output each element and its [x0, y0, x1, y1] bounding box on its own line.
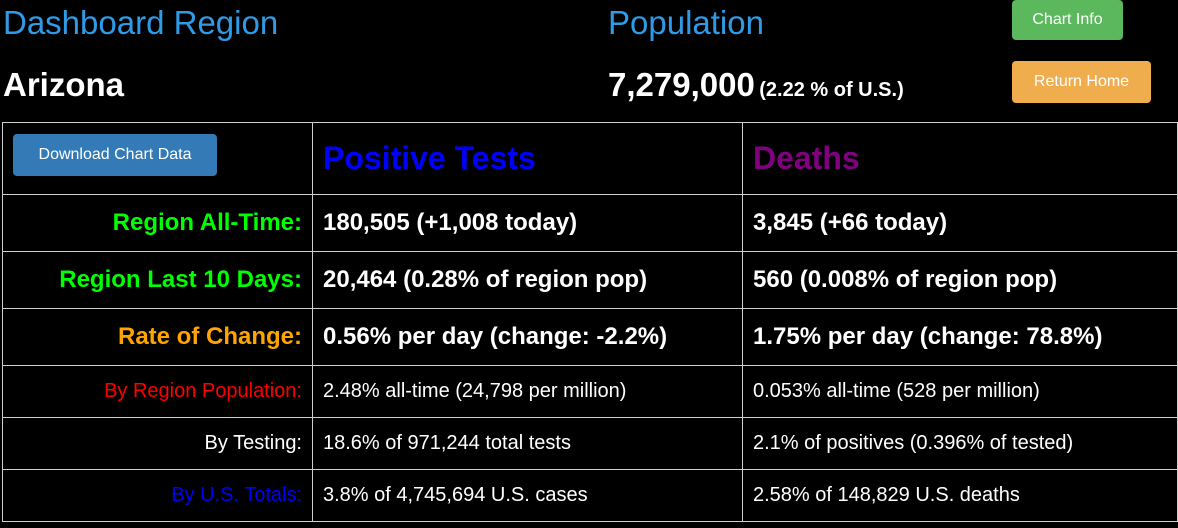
table-row: By Testing: 18.6% of 971,244 total tests…	[2, 417, 1178, 470]
row-label: By U.S. Totals:	[2, 469, 313, 522]
table-row: By Region Population: 2.48% all-time (24…	[2, 365, 1178, 418]
positive-value: 180,505 (+1,008 today)	[312, 194, 743, 252]
region-name: Arizona	[3, 66, 125, 103]
positive-tests-header-cell: Positive Tests	[312, 122, 743, 195]
population-value: 7,279,000 (2.22 % of U.S.)	[608, 68, 904, 101]
positive-value: 2.48% all-time (24,798 per million)	[312, 365, 743, 418]
download-chart-data-button[interactable]: Download Chart Data	[13, 134, 217, 176]
dashboard-region-label: Dashboard Region	[3, 4, 279, 41]
row-label: Region All-Time:	[2, 194, 313, 252]
table-row: By U.S. Totals: 3.8% of 4,745,694 U.S. c…	[2, 469, 1178, 522]
table-row: Region Last 10 Days: 20,464 (0.28% of re…	[2, 251, 1178, 309]
table-row: Rate of Change: 0.56% per day (change: -…	[2, 308, 1178, 366]
deaths-value: 2.1% of positives (0.396% of tested)	[742, 417, 1178, 470]
positive-value: 18.6% of 971,244 total tests	[312, 417, 743, 470]
deaths-header: Deaths	[753, 140, 860, 176]
stats-table: Positive Tests Deaths Region All-Time: 1…	[2, 122, 1178, 522]
population-label: Population	[608, 4, 764, 41]
positive-tests-header: Positive Tests	[323, 140, 536, 176]
deaths-value: 3,845 (+66 today)	[742, 194, 1178, 252]
deaths-value: 1.75% per day (change: 78.8%)	[742, 308, 1178, 366]
positive-value: 3.8% of 4,745,694 U.S. cases	[312, 469, 743, 522]
return-home-button[interactable]: Return Home	[1012, 61, 1151, 103]
positive-value: 0.56% per day (change: -2.2%)	[312, 308, 743, 366]
positive-value: 20,464 (0.28% of region pop)	[312, 251, 743, 309]
deaths-value: 560 (0.008% of region pop)	[742, 251, 1178, 309]
deaths-value: 2.58% of 148,829 U.S. deaths	[742, 469, 1178, 522]
chart-info-button[interactable]: Chart Info	[1012, 0, 1123, 40]
row-label: Region Last 10 Days:	[2, 251, 313, 309]
deaths-value: 0.053% all-time (528 per million)	[742, 365, 1178, 418]
row-label: By Testing:	[2, 417, 313, 470]
row-label: Rate of Change:	[2, 308, 313, 366]
deaths-header-cell: Deaths	[742, 122, 1178, 195]
table-row: Region All-Time: 180,505 (+1,008 today) …	[2, 194, 1178, 252]
row-label: By Region Population:	[2, 365, 313, 418]
population-percent: (2.22 % of U.S.)	[759, 79, 904, 101]
population-number: 7,279,000	[608, 66, 755, 103]
